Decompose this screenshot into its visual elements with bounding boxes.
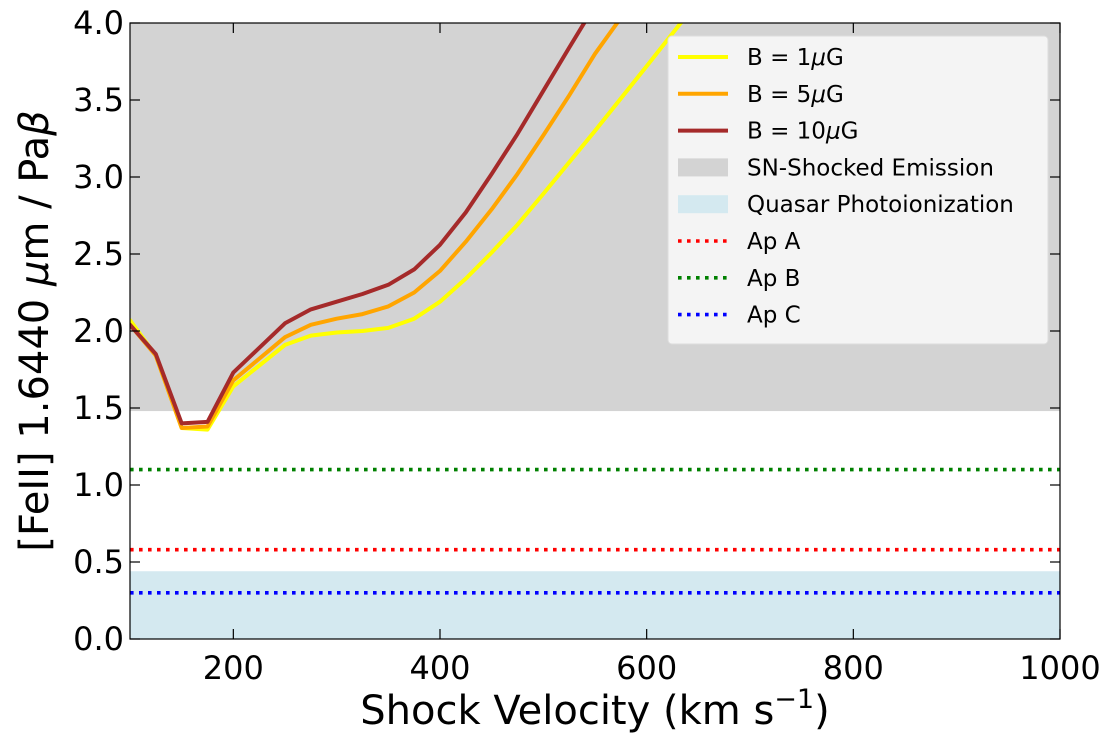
- y-tick-label: 3.0: [73, 158, 124, 196]
- series-line-b-5mug: [130, 23, 620, 430]
- y-axis-title-mu: μ: [12, 261, 58, 287]
- legend-label-sn-shocked-emission: SN-Shocked Emission: [747, 155, 994, 181]
- legend-label-quasar-photoionization: Quasar Photoionization: [747, 192, 1014, 218]
- legend-label-b-1mug: B = 1μG: [747, 45, 844, 71]
- x-tick-label: 800: [823, 649, 884, 687]
- legend-swatch-quasar-photoionization: [678, 195, 728, 214]
- legend-label-b-5mug: B = 5μG: [747, 82, 844, 108]
- x-axis-title-main: Shock Velocity (km s: [360, 688, 774, 734]
- x-tick-label: 400: [409, 649, 470, 687]
- legend-box: [667, 35, 1049, 345]
- y-axis-title-beta: β: [12, 110, 58, 137]
- legend-label-b-10mug: B = 10μG: [747, 119, 858, 145]
- band-quasar-photoionization: [130, 571, 1060, 639]
- y-tick-label: 2.0: [73, 312, 124, 350]
- y-tick-label: 1.5: [73, 389, 124, 427]
- legend-label-ap-b: Ap B: [747, 266, 800, 292]
- y-tick-label: 3.5: [73, 81, 124, 119]
- x-axis-title-close: ): [814, 688, 830, 734]
- series-line-b-10mug: [130, 23, 587, 426]
- y-tick-label: 1.0: [73, 466, 124, 504]
- y-tick-label: 0.5: [73, 543, 124, 581]
- y-axis-title-middle: m / Pa: [12, 136, 58, 261]
- series-line-b-1mug: [130, 23, 684, 432]
- y-axis-title-prefix: [FeII] 1.6440: [12, 286, 58, 552]
- y-tick-label: 4.0: [73, 4, 124, 42]
- x-tick-label: 1000: [1019, 649, 1100, 687]
- y-tick-label: 0.0: [73, 620, 124, 658]
- x-tick-label: 200: [203, 649, 264, 687]
- x-axis-title: Shock Velocity (km s−1): [360, 684, 829, 734]
- x-axis-title-exponent: −1: [774, 684, 814, 715]
- legend-swatch-sn-shocked-emission: [678, 158, 728, 177]
- x-tick-label: 600: [616, 649, 677, 687]
- legend-label-ap-c: Ap C: [747, 303, 801, 329]
- legend-label-ap-a: Ap A: [747, 229, 801, 255]
- y-axis-title: [FeII] 1.6440 μm / Paβ: [12, 110, 58, 551]
- y-tick-label: 2.5: [73, 235, 124, 273]
